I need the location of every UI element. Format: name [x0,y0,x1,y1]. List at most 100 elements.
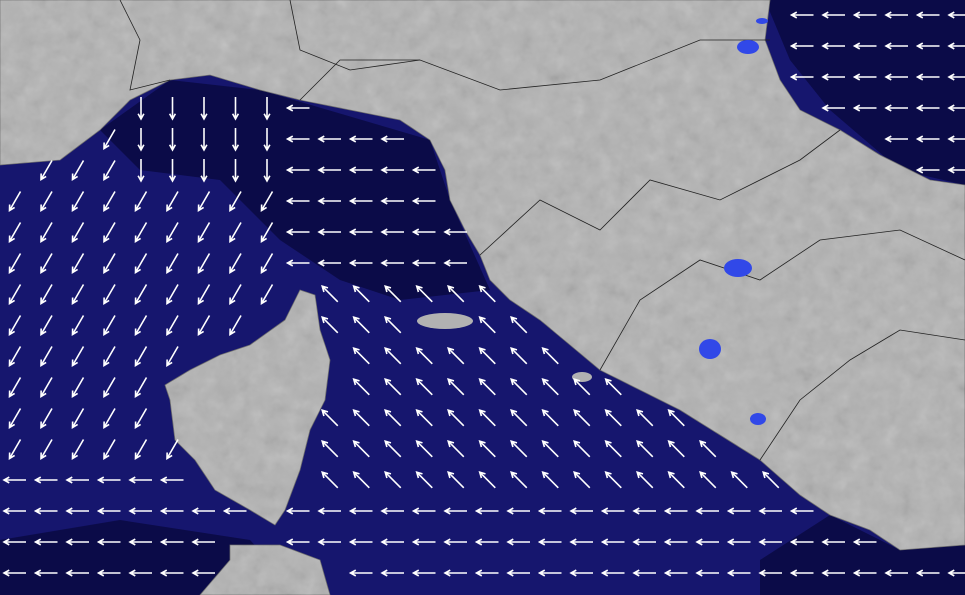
wave-arrow [71,222,85,243]
wave-arrow [2,538,26,546]
wave-arrow [947,42,965,50]
lake-bracciano [750,413,766,425]
arrow-shape [8,191,22,212]
arrow-shape [8,439,22,460]
wave-arrow [506,569,530,577]
arrow-shape [600,507,625,515]
wave-arrow [285,197,310,205]
wave-arrow [137,128,145,152]
arrow-shape [699,440,717,458]
wave-arrow [40,377,53,398]
arrow-shape [348,228,373,236]
wave-arrow [636,440,654,458]
arrow-shape [852,538,877,546]
wave-arrow [128,476,152,484]
wave-arrow [352,285,370,303]
arrow-shape [411,197,436,205]
arrow-shape [40,346,53,367]
wave-arrow [33,569,58,577]
wave-arrow [695,507,719,515]
wave-arrow [8,222,22,243]
wave-arrow [915,569,940,577]
wave-arrow [229,191,242,212]
wave-arrow [632,538,656,546]
wave-arrow [348,569,373,577]
arrow-shape [159,569,184,577]
arrow-shape [510,347,528,365]
wave-arrow [96,476,121,484]
wave-arrow [348,507,373,515]
arrow-shape [821,73,845,81]
wave-arrow [8,408,22,429]
wave-arrow [33,507,58,515]
arrow-shape [128,538,152,546]
wave-arrow [40,160,53,181]
arrow-shape [166,439,179,460]
arrow-shape [604,471,622,489]
arrow-shape [411,228,436,236]
wave-arrow [8,439,22,460]
wave-arrow [569,538,593,546]
wave-arrow [789,507,814,515]
wave-arrow [352,316,370,334]
lake-trasimeno [724,259,752,277]
arrow-shape [197,284,211,305]
arrow-shape [947,104,965,112]
wave-arrow [541,409,559,427]
arrow-shape [263,128,271,152]
wave-arrow [699,471,717,489]
wave-arrow [317,166,341,174]
wave-arrow [8,346,22,367]
arrow-shape [636,440,654,458]
arrow-shape [915,569,940,577]
wave-arrow [40,253,53,274]
wave-arrow [758,569,782,577]
arrow-shape [726,569,751,577]
arrow-shape [352,347,370,365]
arrow-shape [510,378,528,396]
arrow-shape [600,569,625,577]
wave-arrow [947,73,965,81]
wave-arrow [915,73,940,81]
arrow-shape [159,538,184,546]
wave-arrow [8,253,22,274]
wave-arrow [229,284,242,305]
wave-arrow [40,439,53,460]
wave-arrow [852,73,877,81]
arrow-shape [667,409,685,427]
wave-arrow [71,346,85,367]
wave-arrow [191,569,215,577]
arrow-shape [166,191,179,212]
arrow-shape [884,104,908,112]
arrow-shape [384,347,402,365]
arrow-shape [884,569,908,577]
arrow-shape [380,228,404,236]
wave-arrow [2,507,26,515]
wave-arrow [636,409,654,427]
wave-arrow [411,569,436,577]
arrow-shape [541,347,559,365]
arrow-shape [33,538,58,546]
wave-arrow [159,476,184,484]
arrow-shape [317,228,341,236]
arrow-shape [134,284,148,305]
wave-arrow [758,538,782,546]
wave-arrow [348,228,373,236]
wave-arrow [947,166,965,174]
arrow-shape [541,409,559,427]
wave-arrow [348,259,373,267]
wave-arrow [8,315,22,336]
arrow-shape [384,285,402,303]
arrow-shape [71,284,85,305]
arrow-shape [134,191,148,212]
wave-arrow [166,284,179,305]
wave-arrow [915,135,940,143]
arrow-shape [137,159,145,183]
arrow-shape [229,284,242,305]
arrow-shape [168,97,177,121]
wave-arrow [191,538,215,546]
arrow-shape [415,378,433,396]
wave-arrow [730,471,748,489]
arrow-shape [71,315,85,336]
arrow-shape [168,128,177,152]
